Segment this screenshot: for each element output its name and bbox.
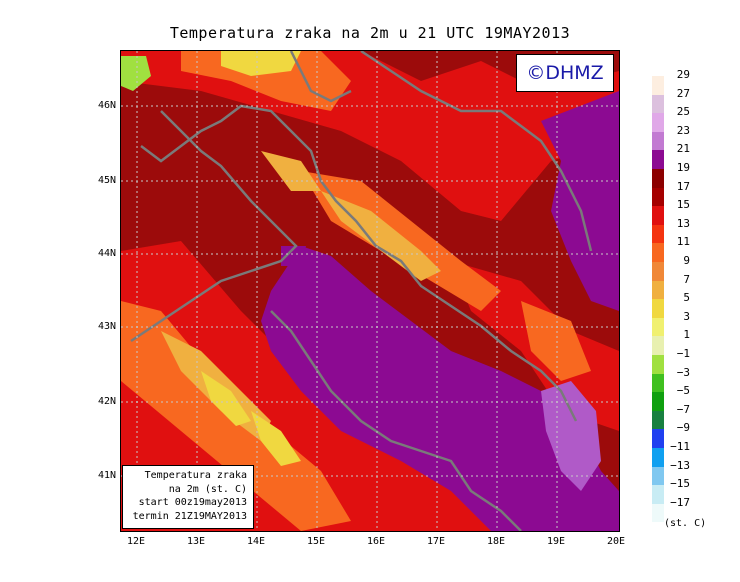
info-line-start: start 00z19may2013 (138, 497, 247, 508)
border-line-2 (289, 51, 352, 103)
legend-swatch (652, 336, 664, 355)
legend-label: 17 (676, 179, 690, 193)
lon-label-17e: 17E (426, 536, 446, 547)
alps-cold-zone (121, 56, 151, 91)
sea-east (541, 91, 619, 311)
info-line-units: na 2m (st. C) (168, 483, 247, 495)
legend-label: −5 (676, 384, 690, 398)
legend-swatch (652, 373, 664, 393)
map-title: Temperatura zraka na 2m u 21 UTC 19MAY20… (169, 24, 571, 42)
lat-label-44n: 44N (97, 248, 116, 259)
legend-swatch (652, 466, 664, 486)
adriatic-sea-north (281, 246, 306, 266)
legend-label: 21 (676, 142, 690, 156)
lon-label-16e: 16E (366, 536, 386, 547)
legend-label: −1 (676, 347, 690, 360)
warm-sea-patch (541, 381, 601, 491)
lon-label-14e: 14E (246, 536, 266, 547)
legend-swatch (652, 410, 664, 430)
legend-label: 19 (676, 161, 690, 174)
info-line-variable: Temperatura zraka (144, 470, 247, 481)
legend-swatch (652, 392, 664, 411)
legend-swatch (652, 317, 664, 337)
legend-label: −7 (676, 402, 690, 416)
graticule (121, 51, 619, 531)
legend-label: 27 (676, 86, 690, 100)
lon-label-12e: 12E (126, 536, 146, 547)
coastline-italy (130, 110, 298, 343)
legend-units: (st. C) (664, 518, 707, 529)
legend-swatch (652, 299, 664, 318)
info-line-termin: termin 21Z19MAY2013 (132, 510, 247, 522)
legend-swatch (652, 131, 664, 151)
legend-label: 25 (676, 105, 690, 119)
legend-label: 7 (683, 272, 690, 286)
legend-swatch (652, 94, 664, 114)
legend-swatch (652, 224, 664, 244)
legend-swatch (652, 76, 664, 95)
legend-label: 5 (683, 291, 690, 305)
legend-label: −13 (670, 458, 690, 472)
legend-swatch (652, 150, 664, 169)
lon-label-19e: 19E (546, 536, 566, 547)
legend-label: −17 (670, 495, 690, 509)
alps-zone (221, 51, 301, 76)
legend-swatch (652, 280, 664, 300)
legend-swatch (652, 262, 664, 281)
lat-label-41n: 41N (97, 470, 116, 481)
legend-label: −15 (670, 477, 690, 491)
highland-zone-4 (251, 411, 301, 466)
legend-label: 1 (683, 328, 690, 342)
legend-swatch (652, 503, 664, 523)
legend-swatch (652, 355, 664, 374)
lat-label-45n: 45N (97, 175, 116, 186)
lat-label-43n: 43N (97, 321, 116, 332)
legend-swatch (652, 243, 664, 262)
legend-label: 29 (676, 68, 690, 81)
land-cool-zone-4 (521, 301, 591, 381)
lon-label-18e: 18E (486, 536, 506, 547)
legend-label: 9 (683, 254, 690, 267)
dhmz-logo: ©DHMZ (516, 54, 614, 92)
legend-label: −9 (676, 421, 690, 435)
lat-label-46n: 46N (97, 100, 116, 111)
legend-label: −11 (670, 440, 690, 453)
legend-label: 3 (683, 309, 690, 323)
legend-label: 23 (676, 123, 690, 137)
lon-label-13e: 13E (186, 536, 206, 547)
adriatic-sea (261, 246, 619, 531)
legend-swatch (652, 429, 664, 448)
temperature-field (121, 51, 619, 531)
legend-label: −3 (676, 365, 690, 379)
highland-zone (321, 191, 441, 281)
legend-swatch (652, 113, 664, 132)
legend-swatch (652, 485, 664, 504)
border-line (360, 51, 593, 252)
temperature-map (120, 50, 620, 532)
legend-label: 13 (676, 216, 690, 230)
info-box: Temperatura zraka na 2m (st. C) start 00… (122, 465, 254, 529)
coastline (140, 104, 578, 422)
legend-swatch (652, 187, 664, 207)
lon-label-20e: 20E (606, 536, 626, 547)
land-mid-zone (121, 51, 619, 221)
legend-swatch (652, 448, 664, 467)
legend-label: 11 (676, 235, 690, 249)
legend-swatch (652, 206, 664, 225)
lon-label-15e: 15E (306, 536, 326, 547)
legend-label: 15 (676, 198, 690, 212)
legend-swatch (652, 169, 664, 188)
lat-label-42n: 42N (97, 396, 116, 407)
highland-zone-3 (201, 371, 251, 426)
coastline-italy-south (270, 310, 522, 531)
